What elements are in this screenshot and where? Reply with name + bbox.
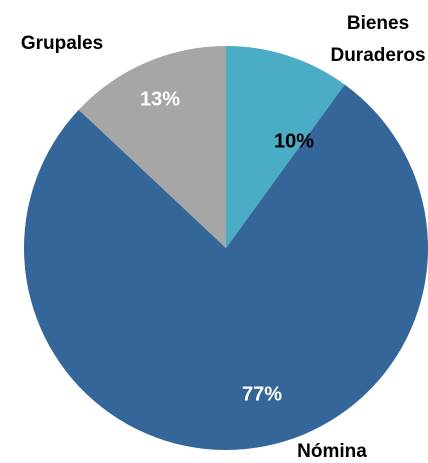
category-label: Bienes Duraderos [330,13,426,66]
category-label: Grupales [20,33,104,54]
category-label: Nómina [297,441,367,462]
value-label: 77% [241,383,283,406]
pie-slice [24,84,428,450]
value-label: 10% [273,130,315,153]
pie-slice [226,46,345,248]
value-label: 13% [139,88,181,111]
pie-slice [78,46,226,248]
